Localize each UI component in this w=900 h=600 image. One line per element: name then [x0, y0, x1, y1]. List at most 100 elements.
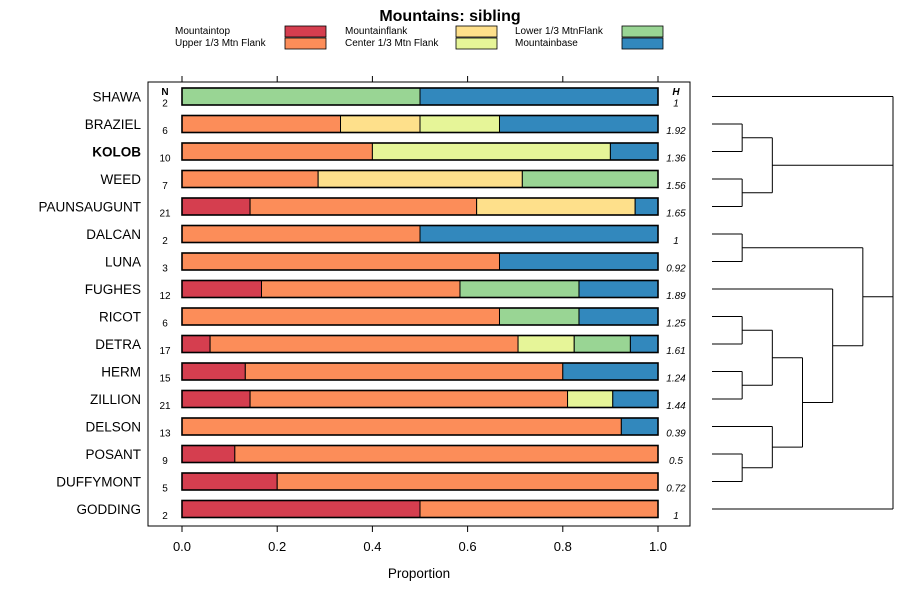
row-label-paunsaugunt: PAUNSAUGUNT	[38, 200, 141, 215]
row-label-kolob: KOLOB	[92, 145, 141, 160]
chart-title: Mountains: sibling	[379, 8, 520, 25]
x-axis-label: Proportion	[388, 566, 450, 581]
row-label-ricot: RICOT	[99, 310, 141, 325]
row-label-shawa: SHAWA	[92, 90, 141, 105]
h-value-kolob: 1.36	[666, 154, 686, 165]
n-value-ricot: 6	[162, 319, 168, 330]
bar-outline-herm	[181, 362, 659, 381]
row-label-detra: DETRA	[95, 337, 141, 352]
bar-dalcan-upper-1-3-mtn-flank	[181, 225, 421, 243]
x-tick-label-4: 0.8	[554, 539, 572, 554]
x-tick-label-5: 1.0	[649, 539, 667, 554]
bar-ricot-mountainbase	[578, 307, 659, 326]
bar-braziel-upper-1-3-mtn-flank	[181, 115, 342, 133]
bar-fughes-lower-1-3-mtnflank	[459, 280, 580, 298]
bar-fughes-upper-1-3-mtn-flank	[260, 280, 461, 298]
bar-braziel-mountainbase	[498, 115, 659, 133]
x-axis: 0.0 0.2 0.4 0.6 0.8 1.0	[173, 76, 667, 554]
bar-detra-center-1-3-mtn-flank	[517, 335, 575, 353]
row-label-braziel: BRAZIEL	[85, 117, 142, 132]
bar-posant-upper-1-3-mtn-flank	[234, 445, 659, 463]
bar-fughes-mountaintop	[181, 280, 262, 298]
h-value-braziel: 1.92	[666, 126, 686, 137]
row-label-godding: GODDING	[76, 502, 141, 517]
bar-dalcan-mountainbase	[419, 225, 659, 243]
bar-outline-fughes	[181, 279, 659, 299]
h-value-fughes: 1.89	[666, 291, 686, 302]
h-value-ricot: 1.25	[666, 319, 686, 330]
legend-label-lower-1-3-mtnflank: Lower 1/3 MtnFlank	[515, 26, 604, 37]
bar-detra-mountaintop	[181, 335, 211, 353]
bar-zillion-center-1-3-mtn-flank	[567, 390, 614, 408]
bar-weed-mountainflank	[317, 170, 523, 188]
bar-outline-dalcan	[181, 224, 659, 244]
bar-braziel-center-1-3-mtn-flank	[419, 115, 500, 133]
h-value-zillion: 1.44	[666, 401, 686, 412]
bar-outline-luna	[181, 252, 659, 271]
n-value-weed: 7	[162, 181, 168, 192]
bar-outline-posant	[181, 444, 659, 464]
n-value-dalcan: 2	[162, 236, 168, 247]
h-value-dalcan: 1	[673, 236, 679, 247]
x-tick-label-1: 0.2	[268, 539, 286, 554]
row-label-luna: LUNA	[105, 255, 141, 270]
n-value-kolob: 10	[159, 154, 171, 165]
row-label-dalcan: DALCAN	[86, 227, 141, 242]
legend-swatch-lower-1-3-mtnflank	[621, 25, 664, 38]
legend-label-upper-1-3-mtn-flank: Upper 1/3 Mtn Flank	[175, 38, 267, 49]
h-value-delson: 0.39	[666, 429, 686, 440]
bar-luna-mountainbase	[498, 252, 659, 271]
h-value-godding: 1	[673, 511, 679, 522]
bar-shawa-mountainbase	[419, 87, 659, 106]
n-value-paunsaugunt: 21	[159, 209, 171, 220]
bar-ricot-upper-1-3-mtn-flank	[181, 307, 500, 326]
bar-kolob-center-1-3-mtn-flank	[371, 142, 611, 161]
legend-label-mountaintop: Mountaintop	[175, 26, 230, 37]
bar-outline-shawa	[181, 87, 659, 106]
legend-label-center-1-3-mtn-flank: Center 1/3 Mtn Flank	[345, 38, 439, 49]
bar-shawa-lower-1-3-mtnflank	[181, 87, 421, 106]
h-value-detra: 1.61	[666, 346, 685, 357]
n-value-shawa: 2	[162, 99, 168, 110]
legend-label-mountainflank: Mountainflank	[345, 26, 408, 37]
bar-godding-upper-1-3-mtn-flank	[419, 500, 659, 518]
bar-paunsaugunt-mountainflank	[476, 197, 636, 216]
bar-paunsaugunt-mountainbase	[634, 197, 659, 216]
row-label-zillion: ZILLION	[90, 392, 141, 407]
bar-herm-mountainbase	[562, 362, 659, 381]
row-label-posant: POSANT	[85, 447, 141, 462]
bar-outline-paunsaugunt	[181, 197, 659, 216]
dendrogram	[712, 96, 894, 510]
legend-swatch-mountainflank	[455, 25, 498, 38]
bar-outline-kolob	[181, 142, 659, 161]
row-label-herm: HERM	[101, 365, 141, 380]
bar-godding-mountaintop	[181, 500, 421, 518]
legend-label-mountainbase: Mountainbase	[515, 38, 578, 49]
bar-zillion-upper-1-3-mtn-flank	[249, 390, 569, 408]
legend-swatch-mountaintop	[284, 25, 327, 38]
n-value-zillion: 21	[159, 401, 171, 412]
n-value-braziel: 6	[162, 126, 168, 137]
row-label-duffymont: DUFFYMONT	[56, 475, 141, 490]
bar-herm-mountaintop	[181, 362, 246, 381]
h-value-shawa: 1	[673, 99, 679, 110]
n-value-herm: 15	[159, 374, 171, 385]
x-tick-label-0: 0.0	[173, 539, 191, 554]
legend-swatch-upper-1-3-mtn-flank	[284, 37, 327, 50]
h-value-weed: 1.56	[666, 181, 686, 192]
bar-braziel-mountainflank	[340, 115, 421, 133]
row-label-fughes: FUGHES	[85, 282, 141, 297]
plot-frame	[147, 81, 691, 527]
bar-outline-godding	[181, 499, 659, 519]
n-value-fughes: 12	[159, 291, 171, 302]
bar-luna-upper-1-3-mtn-flank	[181, 252, 500, 271]
bar-outline-duffymont	[181, 472, 659, 491]
bar-delson-mountainbase	[620, 417, 659, 436]
h-value-luna: 0.92	[666, 264, 686, 275]
n-value-duffymont: 5	[162, 484, 168, 495]
row-label-weed: WEED	[101, 172, 142, 187]
bar-ricot-lower-1-3-mtnflank	[498, 307, 580, 326]
bar-posant-mountaintop	[181, 445, 236, 463]
